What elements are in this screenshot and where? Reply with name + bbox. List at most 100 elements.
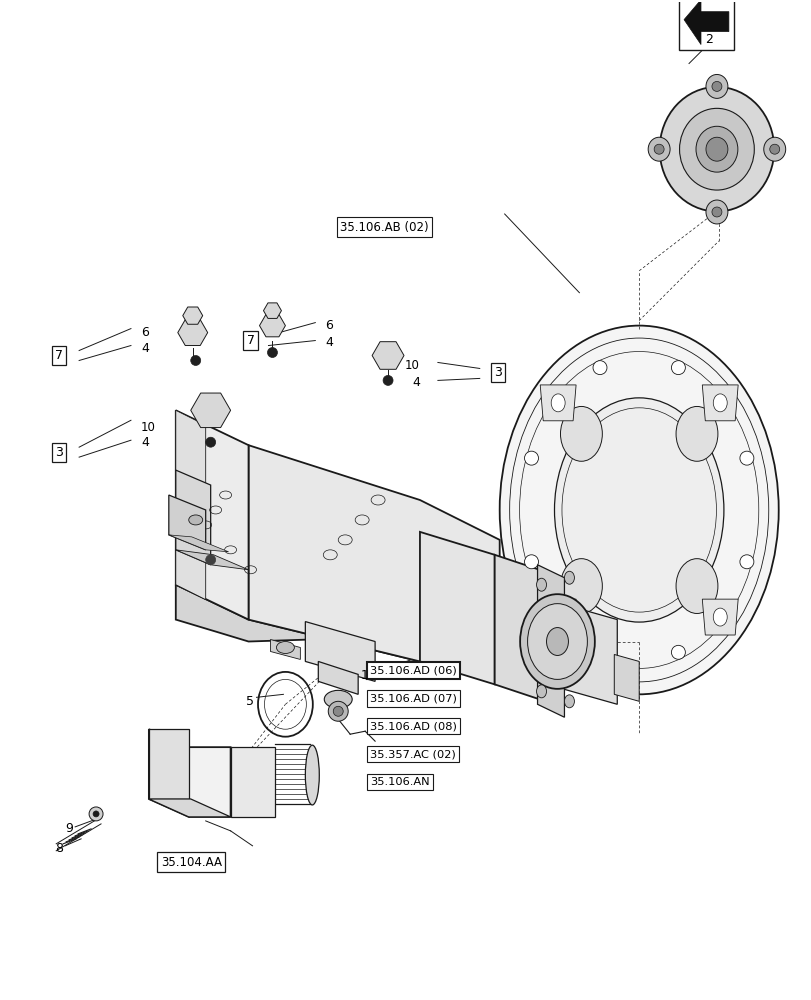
Text: 35.106.AB (02): 35.106.AB (02) — [340, 221, 428, 234]
Polygon shape — [169, 535, 229, 552]
Polygon shape — [614, 654, 638, 701]
Ellipse shape — [712, 608, 727, 626]
Ellipse shape — [520, 594, 594, 689]
Circle shape — [524, 555, 538, 569]
Circle shape — [769, 144, 779, 154]
Polygon shape — [263, 303, 281, 318]
Ellipse shape — [560, 559, 602, 613]
Polygon shape — [191, 393, 230, 428]
Bar — [678, 0, 733, 50]
Text: 4: 4 — [325, 336, 333, 349]
Circle shape — [592, 361, 607, 375]
Polygon shape — [175, 410, 248, 620]
Ellipse shape — [554, 398, 723, 622]
Text: 2: 2 — [704, 33, 712, 46]
Text: 5: 5 — [245, 695, 253, 708]
Circle shape — [671, 361, 684, 375]
Text: 35.106.AD (07): 35.106.AD (07) — [370, 693, 457, 703]
Text: 10: 10 — [405, 359, 419, 372]
Ellipse shape — [536, 685, 546, 698]
Circle shape — [592, 645, 607, 659]
Polygon shape — [270, 640, 300, 659]
Polygon shape — [702, 599, 737, 635]
Ellipse shape — [527, 604, 586, 679]
Polygon shape — [248, 445, 499, 661]
Polygon shape — [178, 320, 208, 346]
Circle shape — [711, 81, 721, 91]
Text: 8: 8 — [55, 842, 63, 855]
Polygon shape — [148, 729, 230, 817]
Ellipse shape — [676, 559, 717, 613]
Circle shape — [739, 451, 753, 465]
Text: 7: 7 — [247, 334, 254, 347]
Circle shape — [267, 348, 277, 357]
Ellipse shape — [551, 394, 564, 412]
Text: 35.106.AN: 35.106.AN — [370, 777, 429, 787]
Ellipse shape — [705, 200, 727, 224]
Polygon shape — [182, 307, 203, 324]
Circle shape — [205, 437, 216, 447]
Text: 6: 6 — [325, 319, 333, 332]
Ellipse shape — [276, 642, 294, 653]
Ellipse shape — [712, 394, 727, 412]
Polygon shape — [175, 585, 419, 661]
Text: 4: 4 — [141, 436, 148, 449]
Text: 3: 3 — [55, 446, 63, 459]
Ellipse shape — [659, 87, 773, 211]
Circle shape — [191, 355, 200, 365]
Polygon shape — [419, 532, 494, 684]
Polygon shape — [148, 799, 230, 817]
Text: 10: 10 — [141, 421, 156, 434]
Ellipse shape — [679, 108, 753, 190]
Ellipse shape — [695, 126, 737, 172]
Polygon shape — [539, 599, 575, 635]
Text: 35.104.AA: 35.104.AA — [161, 856, 221, 869]
Ellipse shape — [305, 745, 319, 805]
Polygon shape — [318, 661, 358, 694]
Polygon shape — [175, 410, 205, 600]
Ellipse shape — [560, 406, 602, 461]
Polygon shape — [175, 550, 248, 570]
Ellipse shape — [188, 515, 203, 525]
Text: 6: 6 — [141, 326, 148, 339]
Polygon shape — [175, 470, 210, 565]
Ellipse shape — [676, 406, 717, 461]
Ellipse shape — [546, 628, 568, 655]
Ellipse shape — [705, 74, 727, 98]
Ellipse shape — [499, 326, 778, 694]
Polygon shape — [539, 385, 575, 421]
Circle shape — [383, 375, 393, 385]
Text: 3: 3 — [493, 366, 501, 379]
Text: 35.106.AD (08): 35.106.AD (08) — [370, 721, 457, 731]
Circle shape — [524, 451, 538, 465]
Text: 35.357.AC (02): 35.357.AC (02) — [370, 749, 455, 759]
Polygon shape — [537, 565, 564, 717]
Polygon shape — [260, 314, 285, 337]
Polygon shape — [494, 555, 539, 699]
Polygon shape — [702, 385, 737, 421]
Polygon shape — [683, 0, 728, 45]
Ellipse shape — [564, 571, 573, 584]
Text: 7: 7 — [55, 349, 63, 362]
Ellipse shape — [763, 137, 785, 161]
Text: 1: 1 — [360, 669, 367, 682]
Ellipse shape — [551, 608, 564, 626]
Polygon shape — [230, 747, 275, 817]
Circle shape — [711, 207, 721, 217]
Circle shape — [205, 555, 216, 565]
Polygon shape — [371, 342, 404, 369]
Circle shape — [89, 807, 103, 821]
Ellipse shape — [647, 137, 669, 161]
Text: 4: 4 — [411, 376, 419, 389]
Polygon shape — [564, 605, 616, 704]
Text: 9: 9 — [65, 822, 73, 835]
Circle shape — [328, 701, 348, 721]
Polygon shape — [148, 729, 188, 799]
Ellipse shape — [705, 137, 727, 161]
Circle shape — [671, 645, 684, 659]
Ellipse shape — [324, 690, 352, 708]
Circle shape — [93, 811, 99, 817]
Circle shape — [739, 555, 753, 569]
Text: 4: 4 — [141, 342, 148, 355]
Circle shape — [654, 144, 663, 154]
